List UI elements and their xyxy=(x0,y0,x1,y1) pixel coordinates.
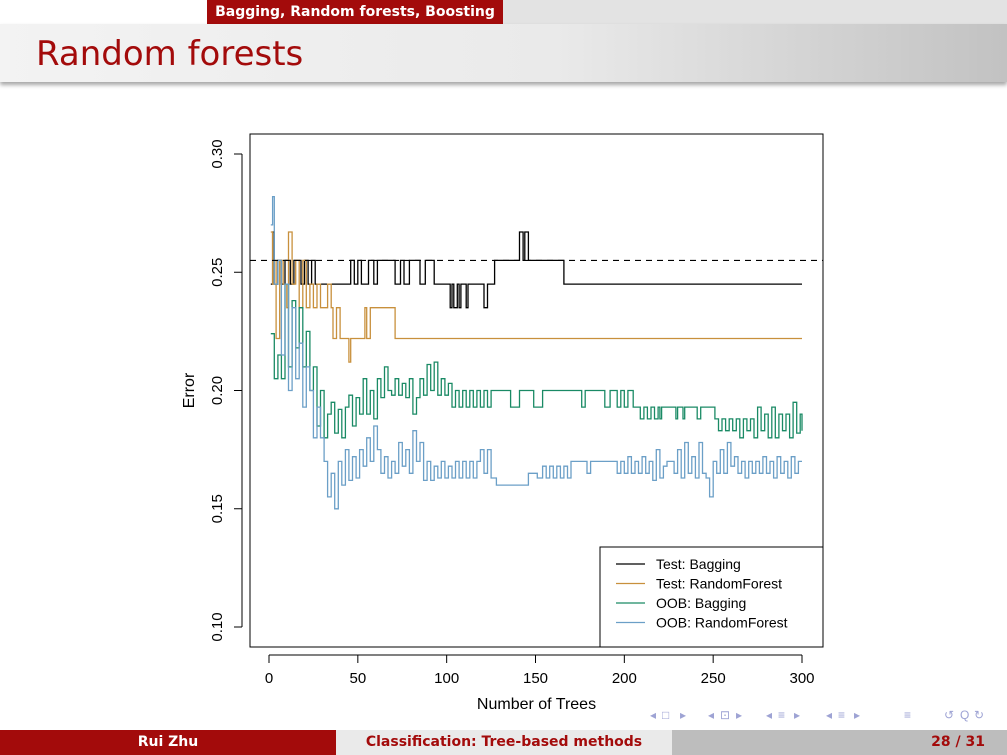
legend-label: Test: RandomForest xyxy=(656,576,782,592)
y-tick-label: 0.25 xyxy=(209,258,226,287)
y-axis-label: Error xyxy=(181,372,198,408)
footer-page-number: 28 / 31 xyxy=(931,734,985,750)
y-tick-label: 0.10 xyxy=(209,612,226,641)
navigation-symbols[interactable]: ◂ □ ▸ ◂ ⊡ ▸ ◂ ≡ ▸ ◂ ≡ ▸ ≡ ↺ Q ↻ xyxy=(650,705,1000,725)
series-line-1 xyxy=(270,231,802,309)
series-line-4 xyxy=(270,195,802,510)
footer-page-number-box: 28 / 31 xyxy=(672,730,1007,755)
y-tick-label: 0.15 xyxy=(209,494,226,523)
x-tick-label: 50 xyxy=(349,670,366,687)
footer-talk-title: Classification: Tree-based methods xyxy=(336,730,672,755)
x-axis-label: Number of Trees xyxy=(477,696,596,710)
x-tick-label: 200 xyxy=(612,670,637,687)
series-line-2 xyxy=(270,231,802,363)
footer-author: Rui Zhu xyxy=(0,730,336,755)
legend-label: Test: Bagging xyxy=(656,556,741,572)
nav-subsection-icon[interactable]: ⊡ xyxy=(720,708,730,722)
legend-label: OOB: RandomForest xyxy=(656,615,788,631)
nav-search-icon[interactable]: ↺ xyxy=(944,708,954,722)
frame-title: Random forests xyxy=(36,34,304,74)
frame-title-bar: Random forests xyxy=(0,24,1007,82)
nav-zoom-icon[interactable]: Q xyxy=(960,708,969,722)
legend: Test: Bagging Test: RandomForest OOB: Bagg… xyxy=(599,546,824,648)
nav-frame-icon[interactable]: □ xyxy=(662,708,669,722)
header-filler xyxy=(503,0,1007,24)
x-tick-label: 150 xyxy=(523,670,548,687)
nav-section-icon[interactable]: ≡ xyxy=(778,708,785,722)
nav-prev-frame-icon[interactable]: ◂ xyxy=(708,708,714,722)
chart-figure: 0 50 100 150 200 250 300 0.10 0.15 0.20 0.25 0.30 … xyxy=(160,110,840,714)
series-lines xyxy=(270,195,803,510)
y-tick-label: 0.30 xyxy=(209,139,226,168)
x-tick-label: 250 xyxy=(701,670,726,687)
error-chart: 0 50 100 150 200 250 300 0.100.150.200.250.30 … xyxy=(181,133,824,713)
nav-first-icon[interactable]: ◂ xyxy=(650,708,656,722)
nav-align-icon[interactable]: ≡ xyxy=(904,708,911,722)
nav-next-section-icon[interactable]: ▸ xyxy=(794,708,800,722)
x-tick-label: 300 xyxy=(789,670,814,687)
y-axis: 0.10 0.15 0.20 0.25 0.30 xyxy=(209,139,243,642)
legend-label: OOB: Bagging xyxy=(656,595,746,611)
x-tick-label: 100 xyxy=(434,670,459,687)
plot-area xyxy=(249,133,824,648)
footer: Rui Zhu Classification: Tree-based metho… xyxy=(0,730,1007,755)
nav-part-icon[interactable]: ≡ xyxy=(838,708,845,722)
x-axis: 0 50 100 150 200 250 300 xyxy=(265,654,815,687)
section-title[interactable]: Bagging, Random forests, Boosting xyxy=(207,0,503,24)
x-tick-label: 0 xyxy=(265,670,273,687)
nav-next-part-icon[interactable]: ▸ xyxy=(854,708,860,722)
y-tick-label: 0.20 xyxy=(209,376,226,405)
nav-prev-icon[interactable]: ▸ xyxy=(680,708,686,722)
nav-back-icon[interactable]: ↻ xyxy=(974,708,984,722)
series-line-3 xyxy=(270,283,803,439)
nav-prev-part-icon[interactable]: ◂ xyxy=(826,708,832,722)
nav-next-frame-icon[interactable]: ▸ xyxy=(736,708,742,722)
nav-prev-section-icon[interactable]: ◂ xyxy=(766,708,772,722)
header-bar: Bagging, Random forests, Boosting xyxy=(0,0,1007,24)
